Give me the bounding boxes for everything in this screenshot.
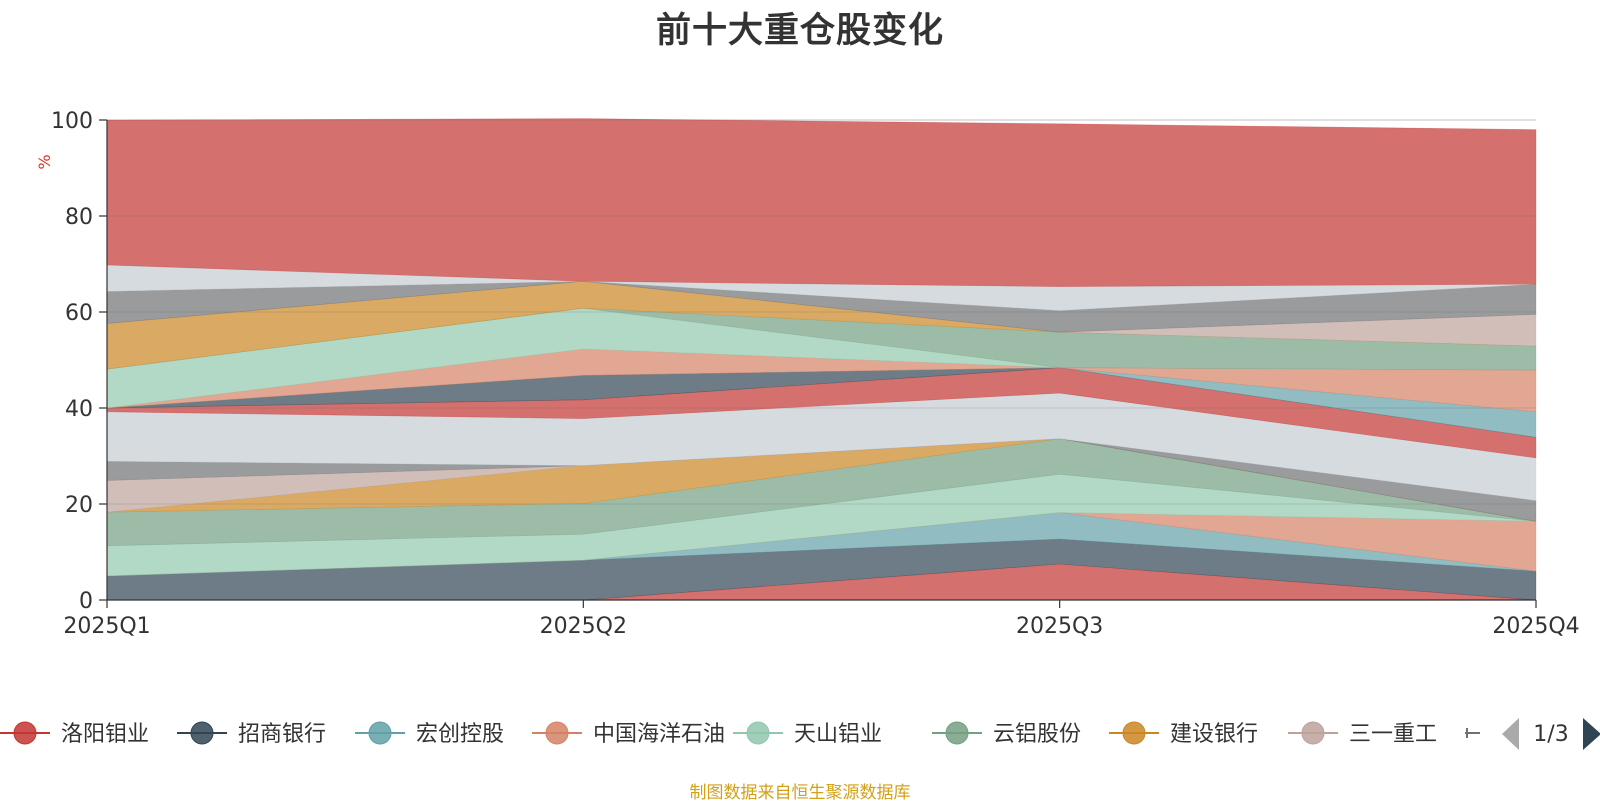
x-tick-label: 2025Q2 [540, 614, 627, 639]
legend-marker [746, 721, 770, 745]
legend-marker [1301, 721, 1325, 745]
legend-item[interactable]: 中国海洋石油 [532, 721, 725, 747]
legend-label: 建设银行 [1170, 722, 1258, 747]
y-tick-label: 0 [79, 589, 93, 614]
legend-label: 天山铝业 [794, 722, 882, 747]
area-layer [106, 118, 1537, 601]
legend-item[interactable]: 宏创控股 [355, 721, 504, 747]
legend-item[interactable]: 招商银行 [177, 721, 326, 747]
y-tick-label: 100 [51, 109, 93, 134]
legend-marker [945, 721, 969, 745]
y-tick-label: 60 [65, 301, 93, 326]
axis-layer: 0 20 40 60 80 100% 2025Q1 2025Q2 2025Q3 2025Q4 [35, 109, 1580, 639]
y-tick-label: 20 [65, 493, 93, 518]
source-note: 制图数据来自恒生聚源数据库 [689, 783, 911, 803]
legend-marker [368, 721, 392, 745]
legend[interactable]: 洛阳钼业 招商银行 宏创控股 中国海洋石油 天山铝业 云铝股份 建设银行 三一重工 [0, 721, 1480, 747]
legend-label: 云铝股份 [993, 722, 1081, 747]
area-中国铝业 [106, 367, 1537, 459]
area-天山铝业 [106, 473, 1537, 577]
x-tick-label: 2025Q1 [63, 614, 150, 639]
area-中国平安 [106, 280, 1537, 333]
area-云铝股份 [106, 438, 1537, 547]
legend-item[interactable]: 三一重工 [1288, 721, 1437, 747]
chart-title: 前十大重仓股变化 [655, 11, 944, 51]
area-中国神华 [106, 367, 1537, 438]
legend-marker [545, 721, 569, 745]
next-page-icon[interactable] [1583, 718, 1600, 750]
legend-item[interactable] [1465, 728, 1480, 738]
legend-label: 中国海洋石油 [593, 722, 725, 747]
area-北方稀土 [106, 118, 1537, 287]
y-axis-unit: % [35, 154, 54, 169]
y-tick-label: 40 [65, 397, 93, 422]
x-tick-label: 2025Q4 [1492, 614, 1579, 639]
legend-marker [190, 721, 214, 745]
legend-page-indicator: 1/3 [1533, 722, 1568, 747]
y-tick-label: 80 [65, 205, 93, 230]
prev-page-icon[interactable] [1502, 718, 1519, 750]
legend-item[interactable]: 建设银行 [1109, 721, 1258, 747]
legend-item[interactable]: 天山铝业 [733, 721, 882, 747]
legend-marker [13, 721, 37, 745]
legend-label: 宏创控股 [416, 722, 504, 747]
legend-marker [1122, 721, 1146, 745]
legend-pager: 1/3 [1502, 718, 1600, 750]
legend-item[interactable]: 云铝股份 [932, 721, 1081, 747]
legend-label: 三一重工 [1349, 722, 1437, 747]
legend-label: 洛阳钼业 [61, 722, 149, 747]
legend-label: 招商银行 [238, 722, 326, 747]
x-tick-label: 2025Q3 [1016, 614, 1103, 639]
legend-item[interactable]: 洛阳钼业 [0, 721, 149, 747]
